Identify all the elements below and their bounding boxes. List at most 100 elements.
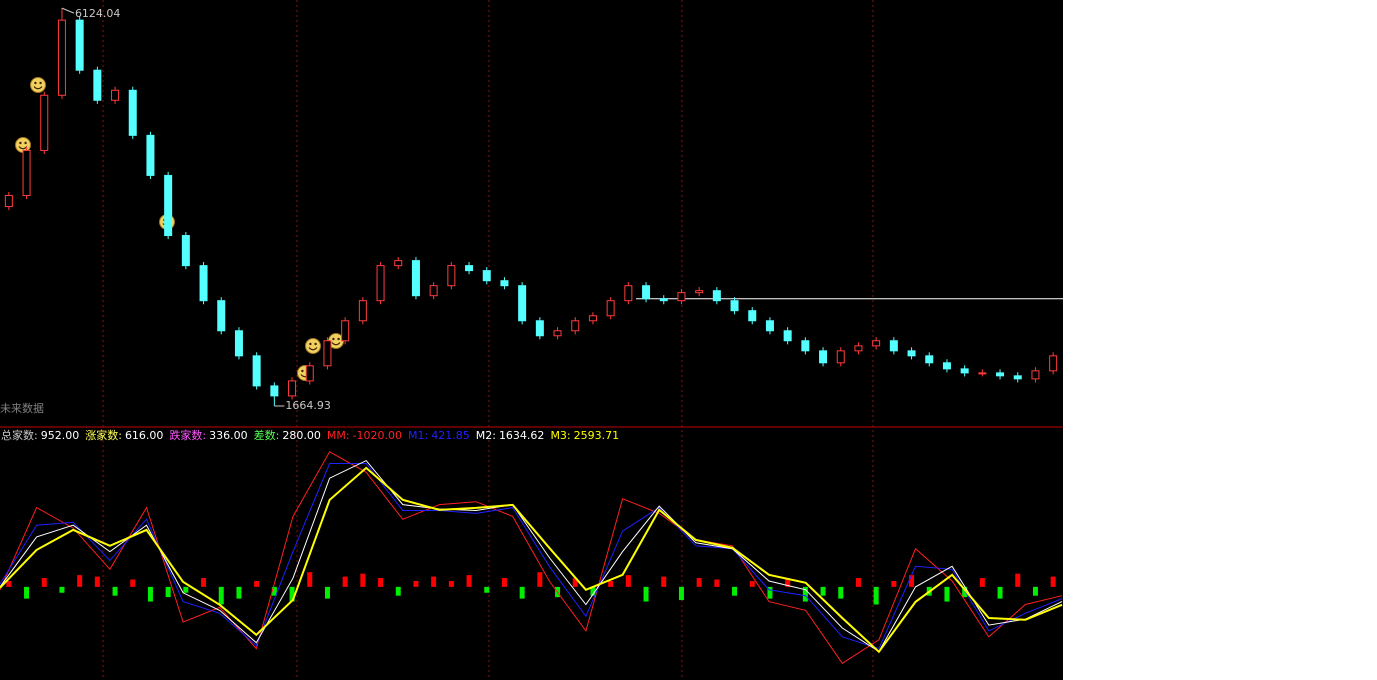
diff-bar [732, 586, 738, 596]
diff-bar [678, 586, 684, 601]
legend-name: 总家数: [1, 429, 38, 442]
candle-body [960, 368, 969, 374]
candle-body [429, 285, 438, 297]
candle-body [234, 330, 243, 357]
diff-bar [891, 581, 897, 587]
diff-bar [802, 586, 808, 602]
legend-item: 涨家数: 616.00 [85, 429, 163, 442]
candle-body [571, 320, 580, 332]
legend-value: 616.00 [124, 429, 164, 442]
candle-body [358, 300, 367, 322]
candle-body [500, 280, 509, 287]
diff-bar [448, 581, 454, 587]
candle-body [394, 260, 403, 267]
candle-body [217, 300, 226, 332]
diff-bar [749, 581, 755, 587]
candle-body [872, 340, 881, 347]
diff-bar [130, 579, 136, 587]
chart-area: 未来数据 6124.04 1664.93 总家数: 952.00 涨家数: 616.00… [0, 0, 1063, 680]
indicator-line [0, 466, 1063, 654]
candle-body [907, 350, 916, 357]
watermark: 未来数据 [0, 401, 44, 415]
diff-bar [696, 578, 702, 587]
diff-bar [962, 586, 968, 598]
candle-body [553, 330, 562, 337]
candle-body [447, 265, 456, 287]
legend-value: 2593.71 [573, 429, 620, 442]
diff-bar [537, 572, 543, 587]
legend-item: 跌家数: 336.00 [169, 429, 247, 442]
diff-bar [112, 586, 118, 596]
diff-bar [289, 586, 295, 602]
indicator-line [0, 463, 1063, 650]
candle-body [323, 340, 332, 367]
diff-bar [944, 586, 950, 602]
legend-item: 总家数: 952.00 [1, 429, 79, 442]
candle-body [783, 330, 792, 342]
diff-bar [643, 586, 649, 602]
candle-body [411, 260, 420, 297]
diff-bar [855, 578, 861, 587]
candle-body [341, 320, 350, 342]
diff-bar [395, 586, 401, 596]
candle-body [40, 94, 49, 151]
candle-body [146, 134, 155, 176]
candle-body [588, 315, 597, 322]
high-label: 6124.04 [75, 7, 121, 20]
diff-bar [661, 576, 667, 587]
candle-body [518, 285, 527, 322]
candle-body [996, 372, 1005, 377]
candle-body [642, 285, 651, 300]
low-label: 1664.93 [285, 399, 331, 412]
legend-value: 336.00 [209, 429, 248, 442]
diff-bar [820, 586, 826, 596]
legend-name: M2: [475, 429, 496, 442]
diff-bar [6, 581, 12, 587]
candle-body [57, 19, 66, 96]
annotation-pointer [61, 7, 75, 14]
candle-body [748, 310, 757, 322]
candle-body [270, 385, 279, 397]
legend-name: M1: [408, 429, 429, 442]
candle-body [889, 340, 898, 352]
diff-bar [94, 576, 100, 587]
diff-bar [324, 586, 330, 599]
legend-value: 1634.62 [498, 429, 545, 442]
legend-value: -1020.00 [352, 429, 403, 442]
diff-bar [997, 586, 1003, 599]
candle-body [199, 265, 208, 302]
diff-bar [59, 586, 65, 593]
legend-item: M2: 1634.62 [476, 429, 545, 442]
candle-body [942, 362, 951, 370]
diff-bar [41, 578, 47, 587]
smileys [14, 76, 345, 382]
indicator-line [0, 451, 1063, 664]
diff-bar [77, 575, 83, 587]
diff-bar [466, 575, 472, 587]
candle-body [482, 270, 491, 282]
candle-body [730, 300, 739, 312]
candle-body [376, 265, 385, 302]
candle-body [305, 365, 314, 382]
diff-bar [785, 578, 791, 587]
candle-body [765, 320, 774, 332]
diff-bar [271, 586, 277, 596]
legend-item: M1: 421.85 [408, 429, 470, 442]
diff-bar [342, 576, 348, 587]
diff-bar [572, 578, 578, 587]
candle-body [111, 89, 120, 101]
diff-bar [1015, 573, 1021, 587]
candle-body [22, 149, 31, 196]
candle-body [93, 69, 102, 101]
indicator-legend: 总家数: 952.00 涨家数: 616.00 跌家数: 336.00 差数: 280.00 M… [1, 428, 625, 444]
diff-bar [501, 578, 507, 587]
legend-item: M3: 2593.71 [550, 429, 619, 442]
candle-body [4, 194, 13, 208]
diff-bar [1032, 586, 1038, 596]
diff-bar [873, 586, 879, 605]
diff-bar [413, 581, 419, 587]
diff-bar [183, 586, 189, 593]
diff-bar [767, 586, 773, 599]
legend-value: 952.00 [40, 429, 80, 442]
candle-body [712, 290, 721, 302]
